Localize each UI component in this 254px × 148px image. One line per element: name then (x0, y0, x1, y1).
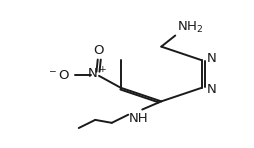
Text: O: O (93, 44, 103, 57)
Text: N: N (207, 83, 217, 96)
Text: N: N (207, 52, 217, 65)
Text: N$^+$: N$^+$ (87, 66, 108, 81)
Text: NH$_2$: NH$_2$ (177, 20, 204, 35)
Text: NH: NH (129, 112, 148, 125)
Text: $^-$O: $^-$O (47, 69, 71, 82)
